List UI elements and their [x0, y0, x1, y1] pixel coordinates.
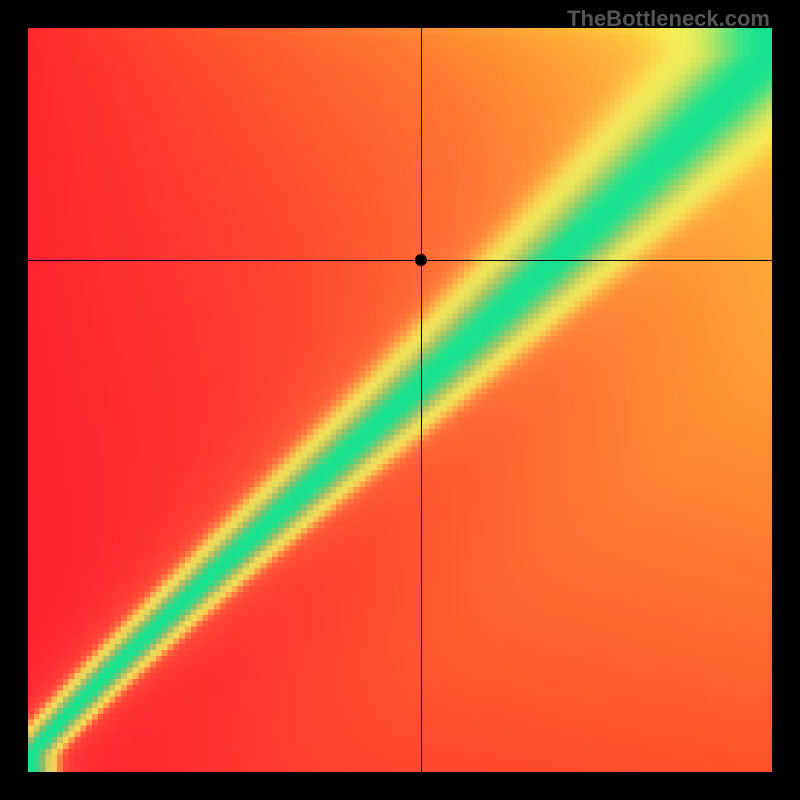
plot-area [28, 28, 772, 772]
watermark-text: TheBottleneck.com [567, 6, 770, 32]
crosshair-vertical [421, 28, 422, 772]
heatmap-canvas [28, 28, 772, 772]
crosshair-marker [415, 254, 427, 266]
crosshair-horizontal [28, 260, 772, 261]
